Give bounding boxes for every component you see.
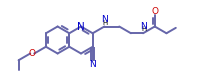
Text: N: N xyxy=(77,21,85,32)
Text: H: H xyxy=(103,20,108,25)
Text: O: O xyxy=(29,49,36,58)
Text: N: N xyxy=(140,22,147,31)
Text: H: H xyxy=(141,26,147,32)
Text: O: O xyxy=(151,7,158,16)
Text: N: N xyxy=(101,15,108,24)
Text: N: N xyxy=(89,60,96,69)
